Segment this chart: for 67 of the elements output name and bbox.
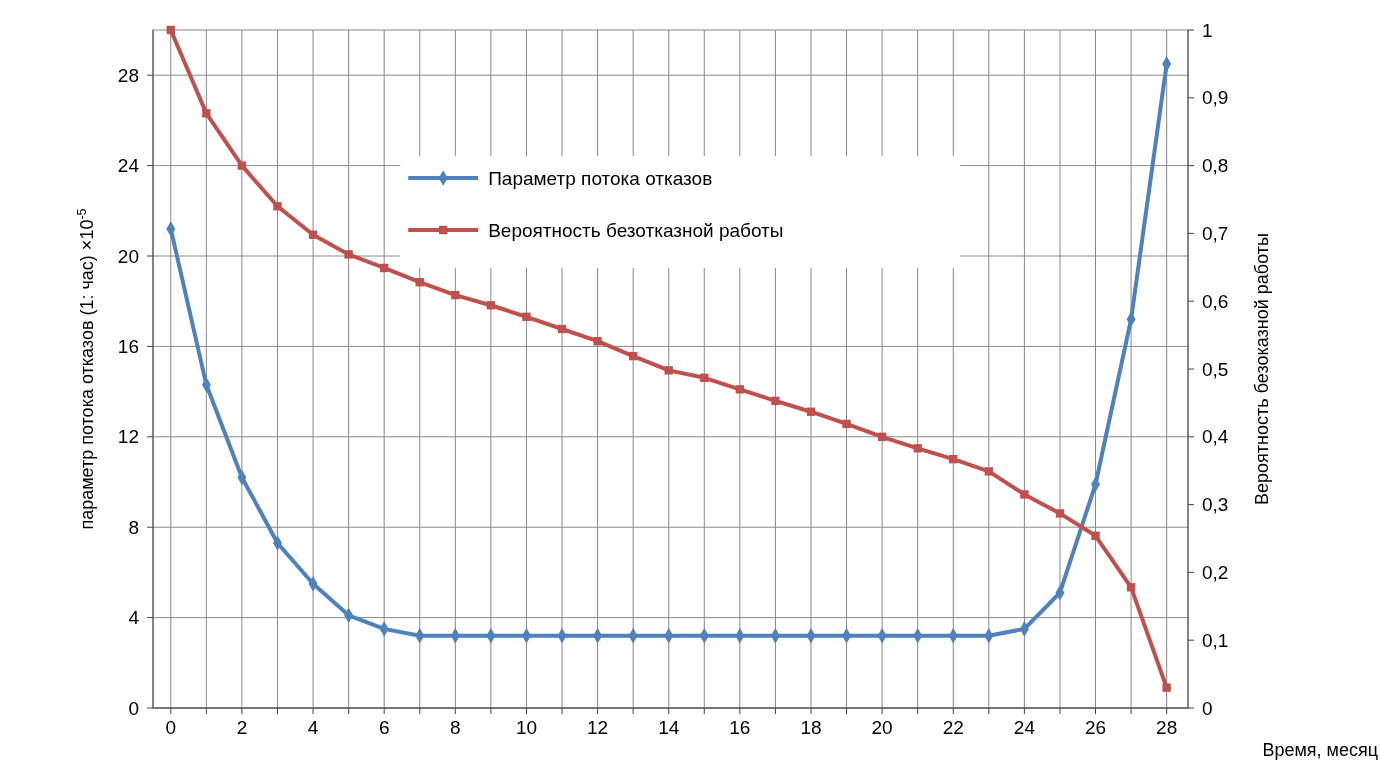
x-tick-label: 10 [515, 717, 538, 738]
point [1020, 490, 1029, 499]
point [664, 366, 673, 375]
point [237, 161, 247, 170]
point [522, 312, 531, 321]
point [451, 290, 460, 300]
x-tick-label: 8 [450, 717, 461, 738]
y2-tick-label: 1 [1202, 19, 1213, 41]
point [557, 324, 567, 334]
y-tick-label: 4 [128, 607, 140, 629]
point [380, 263, 389, 273]
y2-tick-label: 0,1 [1202, 629, 1229, 651]
point [913, 444, 922, 453]
y-tick-label: 0 [128, 697, 139, 719]
point [486, 301, 496, 310]
point [308, 230, 318, 239]
x-tick-label: 14 [658, 717, 680, 738]
y2-tick-label: 0,6 [1202, 290, 1229, 312]
point [1091, 531, 1100, 540]
y2-tick-label: 0,2 [1202, 562, 1229, 584]
x-tick-label: 20 [871, 717, 893, 738]
point [735, 385, 745, 394]
y-tick-label: 16 [117, 336, 139, 358]
point [628, 351, 638, 361]
y2-axis-title: Вероятность безоказной работы [1252, 233, 1272, 505]
y-tick-label: 28 [117, 64, 139, 86]
point [842, 419, 851, 429]
x-tick-label: 22 [942, 717, 964, 738]
x-tick-label: 16 [729, 717, 751, 738]
point [1162, 683, 1171, 692]
point [166, 25, 175, 35]
y2-tick-label: 0,8 [1202, 155, 1229, 177]
point [1126, 583, 1136, 592]
legend-label: Параметр потока отказов [488, 167, 713, 189]
point [273, 202, 282, 211]
point [984, 467, 994, 476]
point [700, 373, 709, 382]
point [771, 396, 780, 406]
point [593, 337, 602, 346]
point [806, 407, 816, 416]
x-tick-label: 2 [236, 717, 248, 738]
y2-tick-label: 0,5 [1202, 358, 1229, 380]
y-tick-label: 12 [117, 426, 139, 448]
x-tick-label: 0 [165, 717, 177, 738]
y2-tick-label: 0,7 [1202, 223, 1229, 245]
point [949, 454, 958, 464]
y-tick-label: 24 [117, 155, 140, 177]
y-tick-label: 20 [117, 245, 139, 267]
x-tick-label: 18 [800, 717, 822, 738]
point [877, 432, 887, 441]
legend-label: Вероятность безотказной работы [488, 219, 784, 241]
point [202, 109, 211, 118]
x-tick-label: 6 [378, 717, 390, 738]
point [1055, 509, 1065, 518]
y2-tick-label: 0,3 [1202, 494, 1229, 516]
y2-tick-label: 0 [1202, 697, 1213, 719]
x-tick-label: 12 [587, 717, 609, 738]
x-tick-label: 4 [307, 717, 319, 738]
point [415, 278, 424, 287]
x-tick-label: 26 [1084, 717, 1107, 738]
y2-tick-label: 0,9 [1202, 87, 1229, 109]
y2-tick-label: 0,4 [1202, 426, 1229, 448]
y-tick-label: 8 [128, 516, 139, 538]
x-tick-label: 24 [1013, 717, 1036, 738]
point [344, 250, 353, 259]
x-axis-title: Время, месяц [1262, 740, 1378, 760]
x-tick-label: 28 [1156, 717, 1178, 738]
